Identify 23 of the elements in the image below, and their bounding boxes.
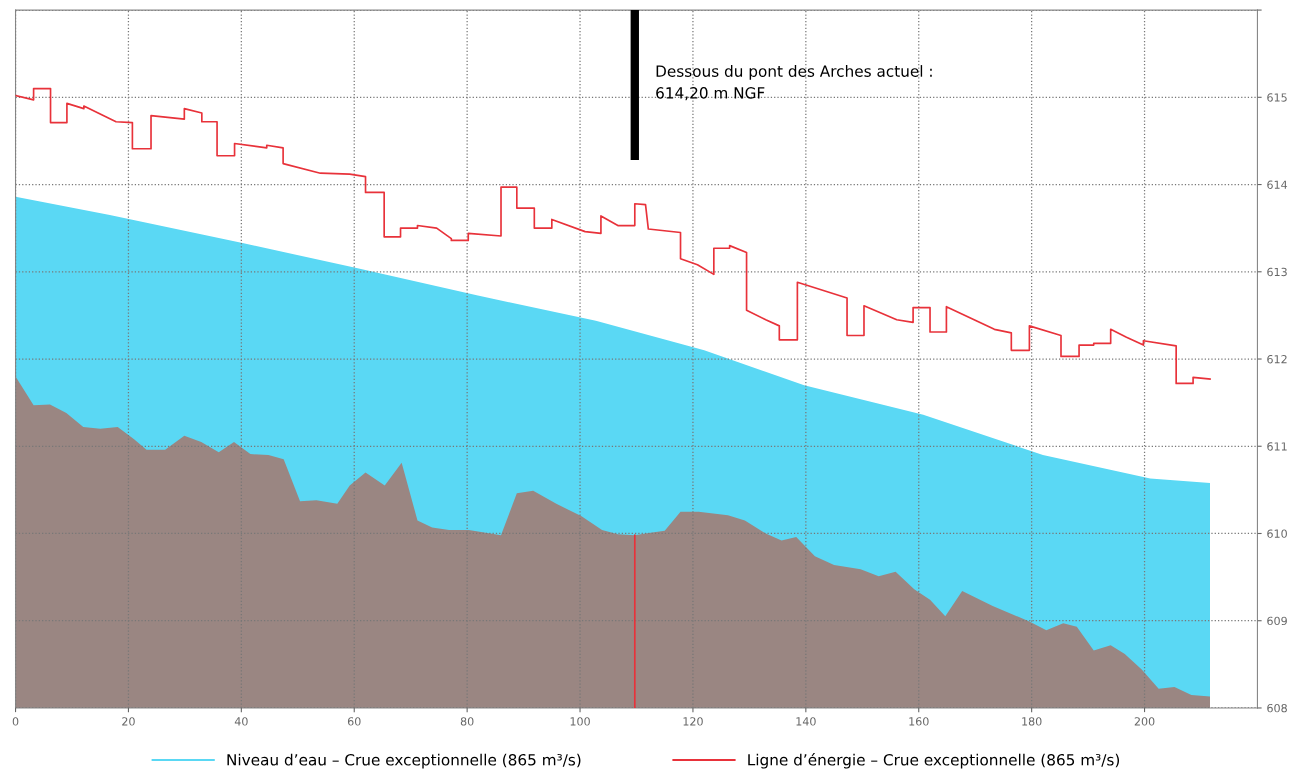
x-tick-label: 60 — [347, 717, 361, 726]
x-tick-label: 180 — [1022, 717, 1042, 726]
y-tick-label: 609 — [1267, 616, 1287, 626]
y-tick-label: 611 — [1267, 442, 1287, 451]
y-tick-label: 613 — [1267, 267, 1287, 277]
x-tick-label: 20 — [122, 717, 135, 726]
x-tick-label: 0 — [12, 717, 19, 726]
annotation: Dessous du pont des Arches actuel : 614,20 m NGF — [656, 65, 932, 101]
y-tick-label: 615 — [1267, 93, 1287, 102]
line-series — [15, 87, 1211, 385]
y-tick-label: 612 — [1267, 354, 1287, 364]
x-tick-label: 40 — [234, 717, 248, 726]
y-tick-label: 610 — [1267, 529, 1287, 538]
x-tick-label: 100 — [570, 717, 590, 726]
x-tick-label: 200 — [1134, 717, 1155, 726]
x-tick-label: 120 — [683, 717, 703, 726]
legend-label: Ligne d’énergie – Crue exceptionnelle (865 m³/s) — [748, 753, 1120, 769]
x-tick-label: 140 — [796, 717, 816, 726]
y-tick-label: 608 — [1267, 703, 1287, 713]
x-tick-label: 160 — [909, 717, 929, 726]
legend-label: Niveau d’eau – Crue exceptionnelle (865 m³/s) — [227, 753, 581, 769]
x-tick-label: 80 — [460, 717, 474, 726]
y-tick-label: 614 — [1267, 180, 1288, 189]
